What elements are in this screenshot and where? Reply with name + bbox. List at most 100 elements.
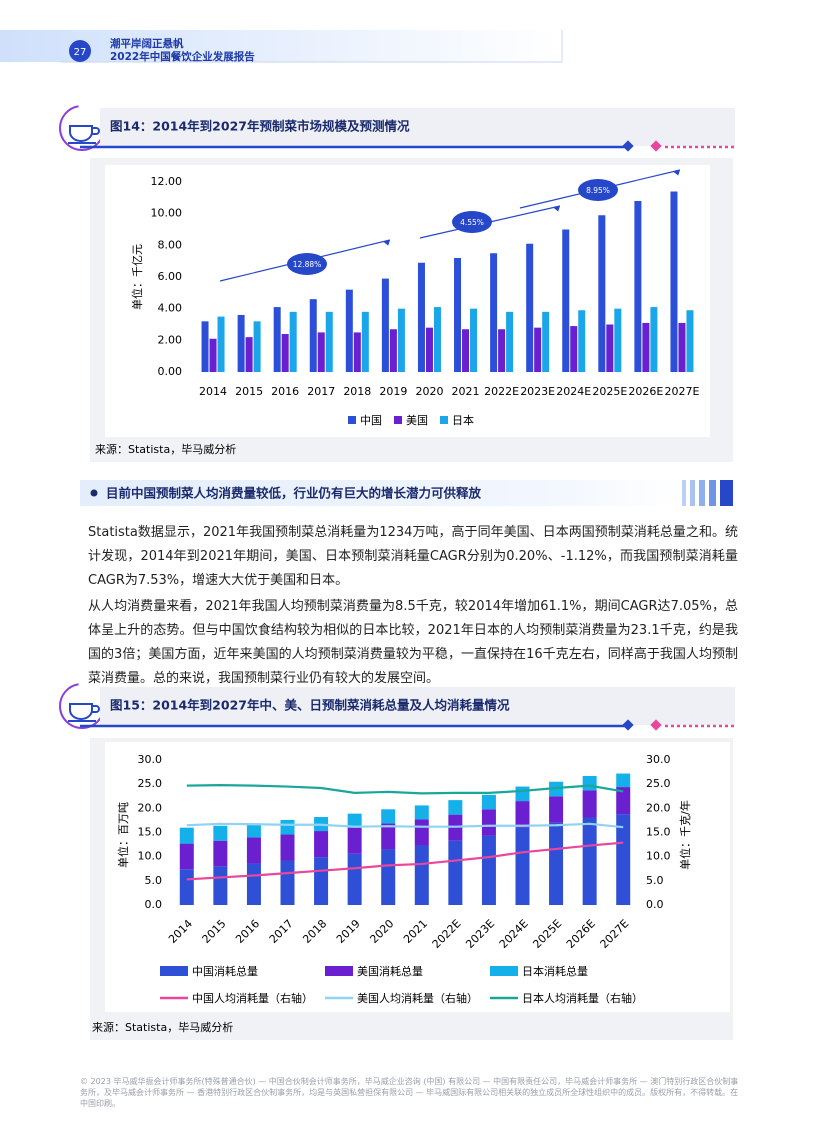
bar	[213, 866, 228, 905]
bar	[490, 253, 498, 372]
arrow-head	[553, 206, 560, 212]
bar	[280, 834, 295, 861]
bar	[448, 840, 463, 905]
title-band	[100, 108, 735, 146]
bar	[347, 827, 362, 854]
y-tick-label: 12.00	[151, 175, 183, 188]
bar	[381, 809, 396, 824]
bar	[433, 307, 441, 372]
y-tick-label: 25.0	[138, 777, 163, 790]
bar	[642, 322, 650, 372]
figure-title: 图15：2014年到2027年中、美、日预制菜消耗总量及人均消耗量情况	[110, 698, 510, 713]
x-tick-label: 2017	[307, 385, 335, 398]
bar	[454, 258, 462, 372]
line	[186, 784, 624, 795]
plot-panel	[105, 165, 710, 437]
bar	[281, 334, 289, 372]
bar	[515, 827, 530, 905]
y-tick-label: 4.00	[158, 302, 183, 315]
bar	[345, 289, 353, 372]
x-tick-label: 2016	[271, 385, 299, 398]
bar	[397, 308, 405, 372]
bar	[481, 835, 496, 905]
bar	[515, 801, 530, 828]
bar	[462, 329, 470, 372]
bar	[389, 329, 397, 372]
line	[186, 841, 624, 881]
bar	[470, 308, 478, 372]
page-badge	[69, 40, 91, 62]
x-tick-label: 2024E	[556, 385, 591, 398]
legend-label: 美国人均消耗量（右轴）	[357, 991, 478, 1005]
annotation: 4.55%	[460, 218, 484, 227]
bar	[534, 327, 542, 372]
legend-swatch	[394, 416, 402, 424]
x-tick-label: 2026E	[628, 385, 663, 398]
bar	[217, 316, 225, 372]
annotation: 12.88%	[293, 260, 322, 269]
y-tick-label: 6.00	[158, 270, 183, 283]
legend-label: 日本消耗总量	[522, 964, 588, 978]
header-band	[0, 30, 560, 62]
y-tick-label: 0.0	[145, 898, 163, 911]
bar	[289, 311, 297, 372]
x-tick-label: 2025E	[592, 385, 627, 398]
rule-diamond	[622, 719, 634, 731]
bar	[686, 310, 694, 372]
x-tick-label: 2019	[379, 385, 407, 398]
arrow-head	[383, 240, 390, 246]
bar	[582, 790, 597, 818]
legend-swatch	[440, 416, 448, 424]
bar	[616, 773, 631, 788]
bar	[634, 201, 642, 372]
header-line2: 2022年中国餐饮企业发展报告	[110, 50, 255, 63]
y2-tick-label: 30.0	[646, 753, 671, 766]
y-tick-label: 10.0	[138, 850, 163, 863]
bar	[280, 860, 295, 905]
annotation-bubble	[578, 179, 618, 201]
bar	[314, 857, 329, 905]
bar	[347, 813, 362, 828]
bar	[381, 849, 396, 905]
y2-tick-label: 25.0	[646, 777, 671, 790]
figure-title: 图14：2014年到2027年预制菜市场规模及预测情况	[110, 119, 410, 134]
bar	[201, 321, 209, 372]
y-tick-label: 2.00	[158, 333, 183, 346]
bar	[598, 215, 606, 372]
bar	[246, 823, 261, 838]
y2-tick-label: 5.0	[646, 874, 664, 887]
legend-swatch	[490, 966, 518, 976]
bar	[179, 827, 194, 844]
x-tick-label: 2023E	[520, 385, 555, 398]
bar	[582, 775, 597, 791]
source: 来源：Statista，毕马威分析	[92, 1020, 233, 1034]
y-axis-label: 单位：千亿元	[130, 244, 144, 310]
bar	[347, 853, 362, 905]
line	[186, 822, 624, 829]
bar	[237, 315, 245, 372]
header-line1: 潮平岸阔正悬帆	[110, 37, 184, 50]
bar	[542, 311, 550, 372]
legend-label: 日本	[452, 413, 474, 427]
y-tick-label: 15.0	[138, 826, 163, 839]
footer: © 2023 毕马威华振会计师事务所(特殊普通合伙) — 中国合伙制会计师事务所…	[80, 1077, 739, 1108]
paragraph: 从人均消费量来看，2021年我国人均预制菜消费量为8.5千克，较2014年增加6…	[88, 599, 738, 686]
bar	[361, 311, 369, 372]
y-tick-label: 20.0	[138, 801, 163, 814]
x-tick-label: 2022E	[484, 385, 519, 398]
y-tick-label: 30.0	[138, 753, 163, 766]
legend-swatch	[325, 966, 353, 976]
y2-tick-label: 10.0	[646, 850, 671, 863]
bar	[670, 191, 678, 372]
rule-diamond	[650, 140, 662, 152]
bar	[448, 800, 463, 815]
bar	[549, 796, 564, 823]
bar	[414, 845, 429, 905]
bar	[614, 308, 622, 372]
bar	[246, 837, 261, 864]
section-stripes	[682, 480, 733, 506]
bullet	[90, 489, 98, 497]
bar	[506, 311, 514, 372]
